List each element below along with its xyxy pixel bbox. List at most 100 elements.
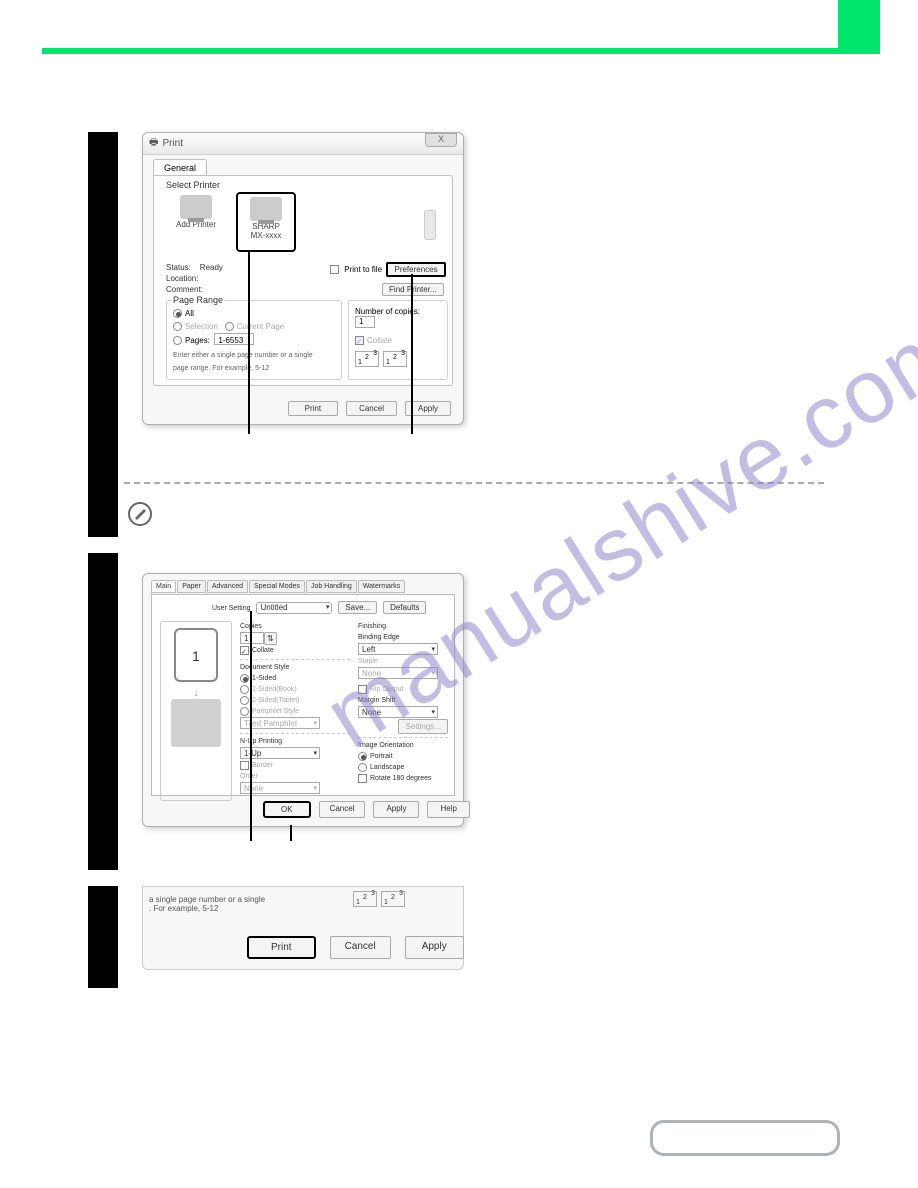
callout-line-2 — [411, 274, 413, 434]
header-underline — [42, 48, 880, 54]
collate-preview-2: 123 — [383, 351, 407, 367]
defaults-button[interactable]: Defaults — [383, 601, 426, 614]
order-combo[interactable]: None — [240, 782, 320, 794]
contents-button[interactable] — [650, 1120, 840, 1156]
portrait-label: Portrait — [370, 753, 393, 760]
frag-hint2: . For example, 5-12 — [149, 904, 218, 913]
border-checkbox[interactable] — [240, 761, 249, 770]
radio-1sided[interactable] — [240, 674, 249, 683]
radio-2sided-tablet[interactable] — [240, 696, 249, 705]
nup-label: N-Up Printing — [240, 733, 350, 747]
selected-printer[interactable]: SHARP MX-xxxx — [236, 192, 296, 252]
middle-column: Copies 1⇅ ✓Collate Document Style 1-Side… — [240, 621, 350, 795]
user-setting-row: User Setting Untitled Save... Defaults — [212, 601, 426, 614]
tab-special[interactable]: Special Modes — [249, 580, 305, 593]
right-column: Finishing Binding Edge Left Staple None … — [358, 621, 448, 784]
preview-page: 1 — [174, 628, 218, 682]
tab-watermarks[interactable]: Watermarks — [358, 580, 405, 593]
selected-printer-line2: MX-xxxx — [251, 231, 282, 240]
radio-2sided-book[interactable] — [240, 685, 249, 694]
dialog-buttons: Print Cancel Apply — [288, 401, 451, 416]
pamphlet-label: Pamphlet Style — [252, 708, 299, 715]
print-to-file-label: Print to file — [344, 265, 382, 274]
print-button[interactable]: Print — [247, 936, 316, 959]
print-to-file-checkbox[interactable] — [330, 265, 339, 274]
print-button[interactable]: Print — [288, 401, 338, 416]
radio-portrait[interactable] — [358, 752, 367, 761]
selection-label: Selection — [185, 322, 218, 331]
user-setting-label: User Setting — [212, 605, 251, 612]
margin-shift-label: Margin Shift — [358, 695, 448, 706]
dialog-body: Select Printer Add Printer SHARP MX-xxxx… — [153, 175, 453, 386]
binding-combo[interactable]: Left — [358, 643, 438, 655]
rip-checkbox[interactable] — [358, 685, 367, 694]
order-label: Order — [240, 771, 350, 782]
user-setting-combo[interactable]: Untitled — [256, 602, 332, 614]
preview-printer-icon — [171, 699, 221, 747]
two-sided-book-label: 2-Sided(Book) — [252, 686, 297, 693]
tab-general[interactable]: General — [153, 159, 207, 176]
radio-pamphlet[interactable] — [240, 707, 249, 716]
page-range-label: Page Range — [171, 295, 225, 305]
rip-label: Rip Output — [370, 686, 403, 693]
step-1-number-bar — [88, 132, 118, 537]
copies-input[interactable]: 1 — [240, 632, 264, 644]
cancel-button[interactable]: Cancel — [346, 401, 397, 416]
header-accent-block — [838, 0, 880, 48]
radio-current-page[interactable] — [225, 322, 234, 331]
frag-buttons: Print Cancel Apply — [247, 936, 464, 959]
copies-label: Copies — [240, 621, 350, 632]
step-1-divider — [124, 482, 824, 484]
add-printer-icon — [180, 195, 212, 219]
tab-paper[interactable]: Paper — [177, 580, 206, 593]
collate-checkbox[interactable]: ✓ — [240, 646, 249, 655]
add-printer-item[interactable]: Add Printer — [166, 192, 226, 252]
callout-line-1 — [248, 250, 250, 434]
apply-button[interactable]: Apply — [405, 936, 464, 959]
help-button[interactable]: Help — [427, 801, 469, 818]
tab-advanced[interactable]: Advanced — [207, 580, 248, 593]
radio-landscape[interactable] — [358, 763, 367, 772]
rotate-checkbox[interactable] — [358, 774, 367, 783]
settings-button[interactable]: Settings... — [398, 719, 448, 734]
margin-combo[interactable]: None — [358, 706, 438, 718]
printer-list: Add Printer SHARP MX-xxxx — [166, 192, 436, 256]
step-1-content: 🖶 Print X General Select Printer Add Pri… — [142, 132, 464, 425]
save-button[interactable]: Save... — [338, 601, 377, 614]
nup-combo[interactable]: 1-Up — [240, 747, 320, 759]
collate-label: Collate — [252, 647, 274, 654]
printer-scrollbar[interactable] — [424, 210, 436, 240]
cancel-button[interactable]: Cancel — [319, 801, 366, 818]
copies-spinner[interactable]: ⇅ — [264, 632, 277, 645]
binding-edge-label: Binding Edge — [358, 632, 448, 643]
status-grid: Status: Ready Location: Comment: — [166, 262, 223, 295]
step-2: Main Paper Advanced Special Modes Job Ha… — [88, 553, 830, 870]
collate-preview-b: 123 — [381, 891, 405, 907]
tiled-combo[interactable]: Tiled Pamphlet — [240, 717, 320, 729]
cancel-button[interactable]: Cancel — [330, 936, 391, 959]
status-label: Status: — [166, 263, 191, 272]
step-2-content: Main Paper Advanced Special Modes Job Ha… — [142, 573, 464, 827]
radio-selection[interactable] — [173, 322, 182, 331]
radio-all[interactable] — [173, 309, 182, 318]
ok-button[interactable]: OK — [263, 801, 311, 818]
close-button[interactable]: X — [425, 133, 457, 147]
preferences-dialog: Main Paper Advanced Special Modes Job Ha… — [142, 573, 464, 827]
callout-line-3 — [250, 611, 252, 841]
pref-buttons: OK Cancel Apply Help — [263, 801, 470, 818]
collate-preview-1: 123 — [355, 351, 379, 367]
print-dialog-fragment: a single page number or a single . For e… — [142, 886, 464, 970]
collate-checkbox[interactable]: ✓ — [355, 336, 364, 345]
tab-job[interactable]: Job Handling — [306, 580, 357, 593]
apply-button[interactable]: Apply — [373, 801, 419, 818]
radio-pages[interactable] — [173, 336, 182, 345]
pref-tabs: Main Paper Advanced Special Modes Job Ha… — [151, 580, 405, 593]
preferences-button[interactable]: Preferences — [386, 262, 445, 277]
staple-combo[interactable]: None — [358, 667, 438, 679]
select-printer-label: Select Printer — [166, 180, 220, 190]
pages-label: Pages: — [185, 336, 210, 345]
tab-main[interactable]: Main — [151, 580, 176, 593]
frag-hint1: a single page number or a single — [149, 895, 265, 904]
preview-panel: 1 ↓ — [160, 621, 232, 801]
copies-input[interactable]: 1 — [355, 316, 375, 328]
